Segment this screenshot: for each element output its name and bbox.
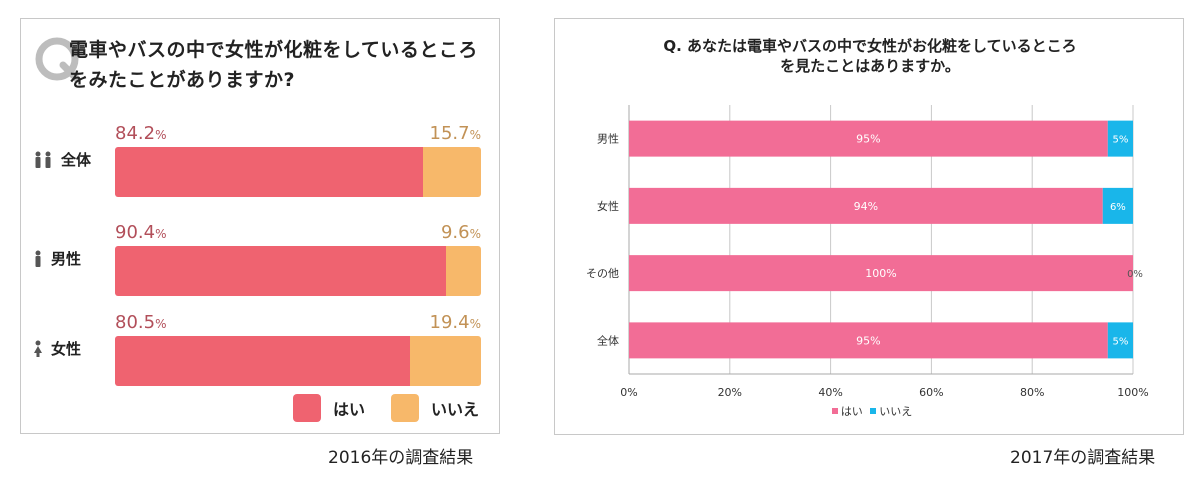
x-tick-label: 80% [1020,386,1044,399]
category-label: 女性 [597,199,619,213]
x-tick-label: 20% [718,386,742,399]
chart-2017-title-line2: を見たことはありますか。 [780,57,960,75]
category-label: 男性 [597,132,619,146]
bar-segment-yes [115,147,424,197]
legend-label-no: いいえ [879,405,913,418]
male-icon [33,250,43,268]
bar-segment-no [1107,322,1133,359]
bar-segment-yes [629,255,1133,292]
bar-segment-no [445,246,481,296]
chart-2017-title-line1: Q. あなたは電車やバスの中で女性がお化粧をしているところ [663,37,1077,55]
data-label-no: 15.7% [429,123,481,144]
bar-segment-yes [629,322,1108,359]
caption-2016: 2016年の調査結果 [328,448,474,468]
stacked-bar [115,336,481,386]
legend-swatch-yes [831,408,838,414]
data-label-no: 9.6% [440,222,481,243]
legend-swatch-no [390,394,419,422]
stacked-bar [115,246,481,296]
category-text: 男性 [51,250,82,268]
people-icon [33,151,53,169]
legend-swatch-no [870,408,877,414]
data-label-no: 6% [1110,202,1126,213]
chart-2017-legend: はい いいえ [555,403,1185,419]
data-label-yes: 80.5% [115,312,167,333]
data-label-no: 5% [1112,135,1128,146]
chart-2017-plot: 0% 20% 40% 60% 80% 100% 男性 95% 5% 女性 94% 6% その他 100% 0… [586,105,1149,399]
category-text: 全体 [61,151,92,169]
chart-2016-row: 全体 84.2% 15.7% [21,123,501,197]
category-label: 女性 [33,338,81,359]
bar-segment-yes [115,246,446,296]
chart-2016-panel: 電車やバスの中で女性が化粧をしているところをみたことがありますか? 全体 84.2… [20,18,500,434]
category-label: 男性 [33,248,81,269]
bar-segment-no [1107,120,1133,157]
chart-2016-legend: はい いいえ [292,394,479,422]
stacked-bar [115,147,481,197]
q-mark-icon [35,37,81,83]
category-label: その他 [586,267,619,280]
chart-2016-title: 電車やバスの中で女性が化粧をしているところをみたことがありますか? [69,39,478,91]
chart-2017-panel: Q. あなたは電車やバスの中で女性がお化粧をしているところ を見たことはあります… [554,18,1184,435]
legend-label-yes: はい [840,405,863,418]
data-label-no: 19.4% [429,312,481,333]
data-label-no: 5% [1112,336,1128,347]
caption-2017: 2017年の調査結果 [1010,448,1156,468]
bar-segment-no [409,336,481,386]
data-label-yes: 94% [854,200,878,213]
data-label-yes: 95% [856,133,880,146]
chart-2016-row: 女性 80.5% 19.4% [21,312,501,386]
female-icon [33,340,43,358]
category-text: 女性 [51,340,82,358]
x-tick-label: 60% [919,386,943,399]
legend-swatch-yes [292,394,321,422]
chart-2017-title: Q. あなたは電車やバスの中で女性がお化粧をしているところ を見たことはあります… [555,36,1185,76]
x-tick-label: 100% [1117,386,1148,399]
data-label-yes: 84.2% [115,123,167,144]
chart-2016-row: 男性 90.4% 9.6% [21,222,501,296]
data-label-yes: 95% [856,334,880,347]
x-tick-label: 40% [818,386,842,399]
bar-segment-yes [629,187,1103,224]
category-label: 全体 [597,333,619,347]
x-tick-label: 0% [620,386,637,399]
data-label-yes: 100% [865,267,896,280]
bar-segment-no [1102,187,1133,224]
category-label: 全体 [33,149,91,170]
bar-segment-yes [115,336,410,386]
legend-label-no: いいえ [430,400,479,419]
data-label-yes: 90.4% [115,222,167,243]
legend-label-yes: はい [332,400,365,419]
data-label-no: 0% [1127,269,1143,280]
bar-segment-yes [629,120,1108,157]
bar-segment-no [423,147,481,197]
